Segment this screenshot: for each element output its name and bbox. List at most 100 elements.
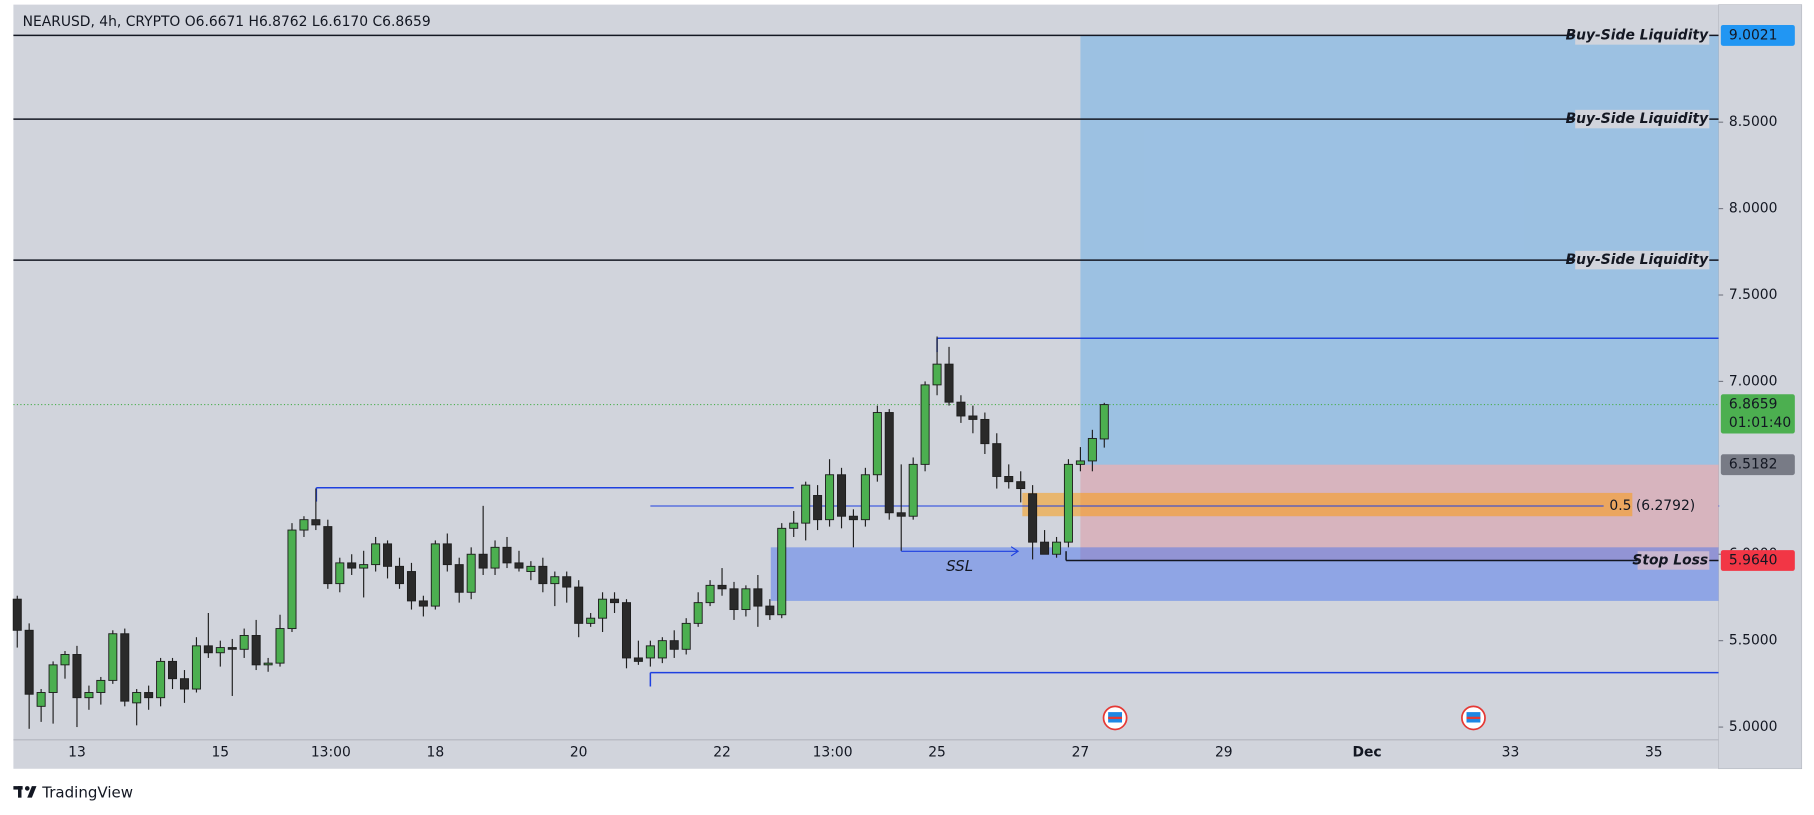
label-bg	[1575, 250, 1710, 270]
candle-body	[693, 602, 703, 624]
candle-body	[801, 484, 811, 524]
candle-body	[932, 363, 942, 386]
candle-body	[598, 598, 608, 619]
candle-body	[203, 645, 213, 654]
candle-body	[371, 543, 381, 566]
x-tick-label: Dec	[1353, 745, 1382, 761]
legend: NEARUSD, 4h, CRYPTO O6.6671 H6.8762 L6.6…	[23, 14, 431, 30]
candle-body	[681, 622, 691, 650]
candle-body	[490, 546, 500, 569]
y-tick-label: 5.5000	[1729, 633, 1778, 649]
candle-body	[335, 562, 345, 585]
price-tag	[1720, 550, 1795, 571]
candle-body	[813, 495, 823, 521]
candle-body	[896, 512, 906, 517]
candle-body	[562, 576, 572, 588]
candle-body	[1028, 493, 1038, 543]
candle-body	[167, 660, 178, 680]
candle-body	[621, 602, 632, 659]
fvg-zone	[1022, 492, 1633, 517]
candle-body	[144, 692, 154, 699]
y-tick-label: 8.5000	[1729, 114, 1778, 130]
candle-body	[1004, 476, 1014, 483]
x-tick-label: 18	[427, 745, 445, 761]
liquidity-label: Buy-Side Liquidity	[1566, 27, 1710, 43]
candle-body	[394, 565, 405, 585]
candle-body	[1087, 437, 1097, 462]
label-bg	[1575, 109, 1710, 129]
liquidity-label: Buy-Side Liquidity	[1566, 111, 1710, 127]
price-axis	[1718, 4, 1803, 770]
price-tag-label: 6.8659	[1729, 397, 1778, 413]
label-bg	[1575, 26, 1710, 45]
x-tick-label: 35	[1645, 745, 1663, 761]
event-icon	[1102, 705, 1128, 731]
candle-body	[538, 565, 548, 585]
y-tick-label: 8.0000	[1729, 201, 1778, 217]
candle-body	[430, 543, 440, 607]
candle-body	[837, 474, 847, 517]
candle-body	[454, 564, 464, 593]
x-tick-label: 33	[1502, 745, 1520, 761]
candle-body	[920, 384, 930, 465]
candle-body	[251, 635, 261, 666]
candle-body	[1075, 460, 1085, 465]
label-bg	[1637, 551, 1710, 570]
chart-background	[13, 4, 1802, 769]
candle-body	[1063, 463, 1073, 543]
candle-body	[956, 401, 966, 417]
x-tick-label: 27	[1072, 745, 1090, 761]
candle-body	[60, 654, 70, 666]
candle-body	[263, 662, 273, 666]
demand-zone	[770, 547, 1719, 601]
brand: TradingView	[41, 784, 133, 802]
x-tick-label: 13:00	[311, 745, 351, 761]
candle-body	[1016, 481, 1026, 490]
stop-label: Stop Loss	[1632, 552, 1708, 568]
candle-body	[825, 474, 835, 521]
candle-body	[466, 553, 476, 593]
candle-body	[478, 553, 488, 569]
candle-body	[12, 598, 22, 631]
candle-body	[717, 584, 727, 590]
candle-body	[215, 647, 225, 654]
candle-body	[884, 412, 894, 514]
ssl-label: SSL	[946, 557, 973, 575]
candle-body	[777, 527, 787, 616]
candle-body	[848, 515, 858, 521]
candle-body	[908, 463, 918, 517]
candle-body	[311, 519, 321, 526]
candle-body	[789, 522, 799, 529]
candle-body	[753, 588, 763, 607]
candle-body	[980, 418, 990, 445]
candle-body	[669, 640, 679, 650]
candle-body	[347, 562, 357, 569]
candle-body	[1099, 404, 1109, 440]
candle-body	[179, 678, 189, 690]
candle-body	[992, 443, 1002, 477]
candle-body	[944, 363, 954, 403]
brand-logo	[13, 786, 37, 798]
x-tick-label: 15	[211, 745, 229, 761]
x-tick-label: 13	[68, 745, 86, 761]
candle-body	[741, 588, 751, 611]
candle-body	[968, 415, 978, 420]
candle-body	[550, 576, 560, 585]
candle-body	[574, 586, 584, 624]
y-tick-label: 7.5000	[1729, 287, 1778, 303]
y-tick-label: 7.0000	[1729, 373, 1778, 389]
candle-body	[383, 543, 393, 567]
candle-body	[514, 562, 524, 569]
candle-body	[645, 645, 655, 659]
price-tag	[1720, 394, 1795, 434]
candle-body	[96, 679, 106, 693]
candle-body	[24, 629, 34, 695]
candle-body	[657, 640, 667, 659]
candle-body	[765, 605, 775, 616]
liquidity-label: Buy-Side Liquidity	[1566, 252, 1710, 268]
candle-body	[502, 546, 512, 564]
candle-body	[48, 664, 58, 693]
candle-body	[132, 692, 142, 704]
candle-body	[406, 571, 416, 602]
candle-body	[610, 598, 620, 604]
